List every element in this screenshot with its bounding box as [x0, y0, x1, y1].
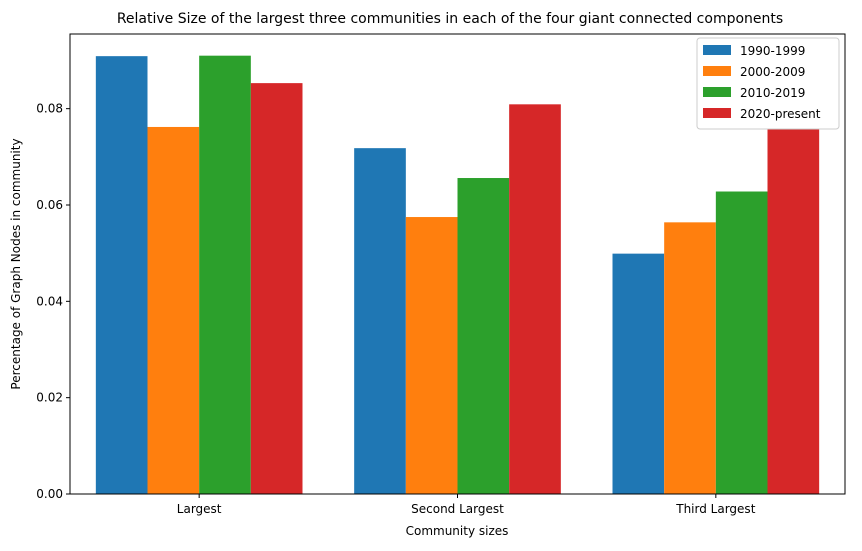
x-tick-label: Second Largest	[411, 502, 504, 516]
legend-label: 2000-2009	[740, 65, 805, 79]
chart-title: Relative Size of the largest three commu…	[117, 11, 783, 27]
x-tick-label: Third Largest	[675, 502, 755, 516]
bar-2020-present-third-largest	[767, 129, 820, 494]
bar-2020-present-second-largest	[509, 104, 561, 494]
y-tick-label: 0.02	[36, 391, 63, 405]
legend-swatch	[703, 66, 731, 76]
legend: 1990-1999 2000-2009 2010-2019 2020-present	[696, 37, 840, 130]
bar-2010-2019-third-largest	[715, 191, 768, 494]
legend-swatch	[703, 108, 731, 118]
y-tick-label: 0.04	[36, 294, 63, 308]
y-tick-label: 0.08	[36, 102, 63, 116]
bar-2010-2019-second-largest	[457, 178, 510, 494]
bar-1990-1999-second-largest	[354, 148, 406, 494]
legend-swatch	[703, 87, 731, 97]
legend-box	[696, 37, 840, 130]
x-axis-label: Community sizes	[406, 524, 509, 538]
legend-swatch	[703, 45, 731, 55]
bar-2000-2009-third-largest	[664, 222, 716, 494]
bar-2000-2009-largest	[147, 126, 200, 494]
legend-label: 1990-1999	[740, 44, 805, 58]
bar-1990-1999-largest	[95, 56, 148, 494]
legend-label: 2020-present	[740, 107, 821, 121]
bar-1990-1999-third-largest	[612, 253, 665, 494]
bar-2020-present-largest	[250, 83, 303, 494]
y-axis-ticks: 0.00 0.02 0.04 0.06 0.08	[36, 102, 70, 501]
y-tick-label: 0.00	[36, 487, 63, 501]
y-axis-label: Percentage of Graph Nodes in community	[9, 138, 23, 389]
legend-label: 2010-2019	[740, 86, 805, 100]
x-axis-ticks: Largest Second Largest Third Largest	[177, 494, 756, 516]
bar-2010-2019-largest	[199, 55, 251, 495]
x-tick-label: Largest	[177, 502, 222, 516]
bars-layer	[95, 55, 820, 495]
y-tick-label: 0.06	[36, 198, 63, 212]
bar-2000-2009-second-largest	[405, 217, 458, 494]
